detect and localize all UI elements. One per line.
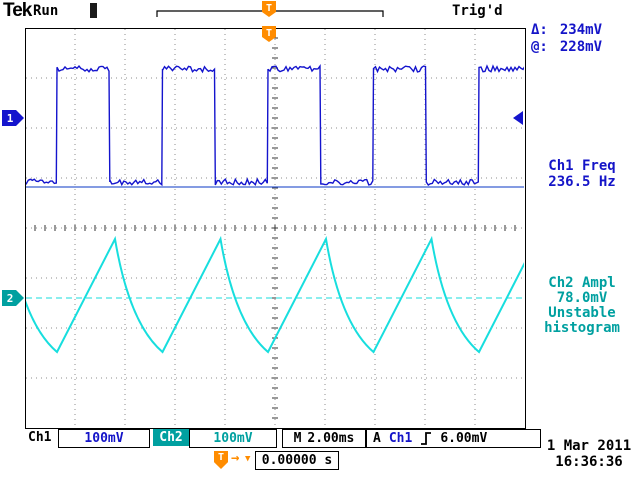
timebase-label: M [293, 431, 302, 446]
ch2-scale-readout: 100mV [189, 429, 277, 448]
svg-text:1: 1 [7, 112, 14, 125]
trigger-status: Trig'd [452, 3, 503, 19]
cursor-delta-value: 234mV [559, 22, 603, 38]
rising-edge-icon [421, 432, 432, 445]
svg-text:T: T [266, 3, 272, 14]
ch2-measurement-note-2: histogram [544, 320, 620, 336]
date-text: 1 Mar 2011 [546, 438, 632, 454]
ch2-measurement-name: Ch2 Ampl [548, 275, 616, 291]
trigger-source: Ch1 [388, 431, 413, 446]
ch1-label: Ch1 [28, 430, 52, 445]
timebase-value: 2.00ms [307, 431, 355, 446]
acquisition-indicator-icon [90, 3, 97, 18]
ch1-scale-value: 100mV [84, 431, 124, 446]
ch1-position-marker: 1 [2, 110, 24, 126]
ch1-scale-readout: 100mV [58, 429, 150, 448]
cursor-at-label: @: [531, 39, 548, 55]
center-axis-ticks [34, 37, 516, 419]
trigger-level-value: 6.00mV [440, 431, 488, 446]
arrow-right-icon: → [231, 450, 240, 466]
cursor-at-value: 228mV [559, 39, 603, 55]
ch2-scale-value: 100mV [213, 431, 253, 446]
trigger-time-readout: 0.00000 s [255, 451, 339, 470]
trigger-position-top-indicator: T [262, 1, 276, 17]
datetime-readout: 1 Mar 2011 16:36:36 [540, 438, 638, 470]
ch1-trace [26, 63, 524, 187]
graticule-grid [25, 28, 526, 429]
ch2-measurement-note-1: Unstable [548, 305, 616, 321]
svg-text:T: T [266, 28, 272, 39]
trigger-position-marker: T [262, 26, 276, 42]
trigger-time-icon: T [214, 451, 228, 469]
acquisition-state: Run [33, 3, 59, 19]
timebase-readout: M 2.00ms [282, 429, 366, 448]
ch2-measurement: Ch2 Ampl 78.0mV Unstable histogram [527, 276, 637, 336]
ch1-measurement-name: Ch1 Freq [548, 158, 616, 174]
ch1-measurement: Ch1 Freq 236.5 Hz [527, 158, 637, 190]
ch2-position-marker: 2 [2, 290, 24, 306]
tek-logo: Tek [3, 0, 32, 21]
marker-down-icon: ▼ [245, 454, 251, 464]
cursor-readout: Δ: 234mV @: 228mV [531, 22, 602, 56]
trigger-time-value: 0.00000 s [261, 453, 333, 468]
trigger-level-arrow [513, 111, 523, 125]
trigger-readout: A Ch1 6.00mV [366, 429, 541, 448]
cursor-delta-label: Δ: [531, 22, 548, 38]
time-text: 16:36:36 [555, 454, 623, 470]
ch2-label-badge: Ch2 [153, 429, 189, 446]
ch2-measurement-value: 78.0mV [556, 290, 608, 306]
ch2-trace [26, 235, 524, 354]
svg-text:2: 2 [7, 292, 14, 305]
ch1-measurement-value: 236.5 Hz [548, 174, 616, 190]
trigger-type-label: A [373, 431, 381, 446]
